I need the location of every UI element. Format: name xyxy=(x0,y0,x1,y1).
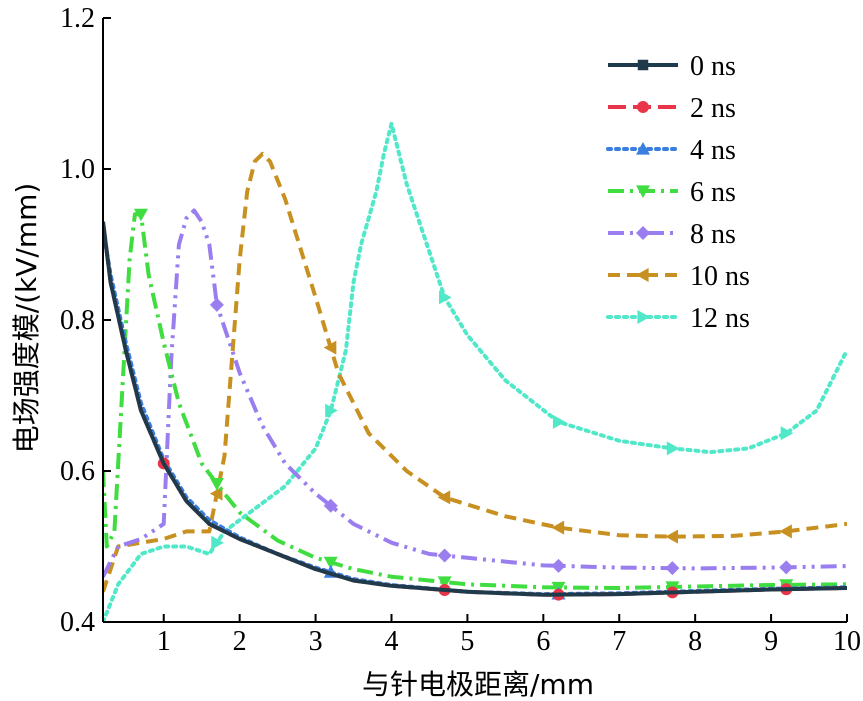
legend-label-10-ns: 10 ns xyxy=(690,261,750,292)
y-tick-label-4: 1.2 xyxy=(60,3,95,34)
legend-marker-4-ns xyxy=(636,142,650,155)
series-marker-8-ns-3 xyxy=(551,558,566,573)
series-marker-12-ns-2 xyxy=(439,290,452,305)
series-line-6-ns xyxy=(103,212,847,590)
legend-label-12-ns: 12 ns xyxy=(690,303,750,334)
series-marker-6-ns-1 xyxy=(209,477,224,491)
legend-marker-6-ns xyxy=(636,185,650,198)
tick-labels: 1 2 3 4 5 6 7 8 9 10 0.4 0.6 0.8 1.0 1.2 xyxy=(60,3,861,657)
legend-marker-12-ns xyxy=(637,310,650,324)
x-axis-label: 与针电极距离/mm xyxy=(362,668,594,701)
x-tick-label-8: 9 xyxy=(764,626,778,657)
legend-label-6-ns: 6 ns xyxy=(690,177,736,208)
axes xyxy=(102,17,848,623)
legend-label-0-ns: 0 ns xyxy=(690,51,736,82)
x-tick-label-3: 4 xyxy=(384,626,398,657)
y-tick-label-2: 0.8 xyxy=(60,305,95,336)
series-marker-10-ns-5 xyxy=(779,524,792,539)
series-marker-10-ns-3 xyxy=(551,520,565,535)
y-tick-label-1: 0.6 xyxy=(60,456,95,487)
legend-marker-10-ns xyxy=(636,268,649,282)
x-tick-label-0: 1 xyxy=(157,626,171,657)
series-marker-8-ns-4 xyxy=(665,561,680,576)
series-marker-6-ns-0 xyxy=(133,208,148,222)
series-line-12-ns xyxy=(103,121,847,622)
series-marker-8-ns-1 xyxy=(323,498,338,513)
series-marker-12-ns-5 xyxy=(780,426,794,441)
x-tick-label-4: 5 xyxy=(460,626,474,657)
legend-label-8-ns: 8 ns xyxy=(690,219,736,250)
series-line-0-ns xyxy=(103,221,847,597)
legend-marker-8-ns xyxy=(636,226,650,240)
series-marker-12-ns-1 xyxy=(325,403,338,418)
series-marker-6-ns-3 xyxy=(437,576,452,589)
y-tick-label-0: 0.4 xyxy=(60,607,95,638)
series-marker-10-ns-2 xyxy=(437,490,451,505)
legend-label-2-ns: 2 ns xyxy=(690,93,736,124)
x-tick-label-1: 2 xyxy=(233,626,247,657)
y-tick-label-3: 1.0 xyxy=(60,154,95,185)
legend-label-4-ns: 4 ns xyxy=(690,135,736,166)
series-marker-8-ns-2 xyxy=(437,548,452,563)
series-marker-12-ns-4 xyxy=(666,441,680,456)
legend-marker-2-ns xyxy=(637,101,649,113)
y-axis-label: 电场强度模/(kV/mm) xyxy=(10,183,43,454)
series-marker-12-ns-3 xyxy=(552,414,566,429)
x-tick-label-9: 10 xyxy=(833,626,861,657)
legend: 0 ns 2 ns 4 ns 6 ns 8 ns 10 ns 12 ns xyxy=(606,51,750,334)
series-marker-8-ns-0 xyxy=(209,297,224,312)
plot-area xyxy=(103,121,847,622)
x-tick-label-7: 8 xyxy=(688,626,702,657)
series-marker-10-ns-1 xyxy=(323,340,337,355)
series-marker-10-ns-4 xyxy=(665,529,678,544)
x-tick-label-5: 6 xyxy=(536,626,550,657)
series-marker-6-ns-2 xyxy=(323,556,338,570)
x-tick-label-2: 3 xyxy=(309,626,323,657)
series-marker-12-ns-0 xyxy=(211,535,224,550)
x-tick-label-6: 7 xyxy=(612,626,626,657)
legend-marker-0-ns xyxy=(637,59,649,71)
series-line-10-ns xyxy=(103,151,847,593)
series-marker-8-ns-5 xyxy=(779,560,794,575)
